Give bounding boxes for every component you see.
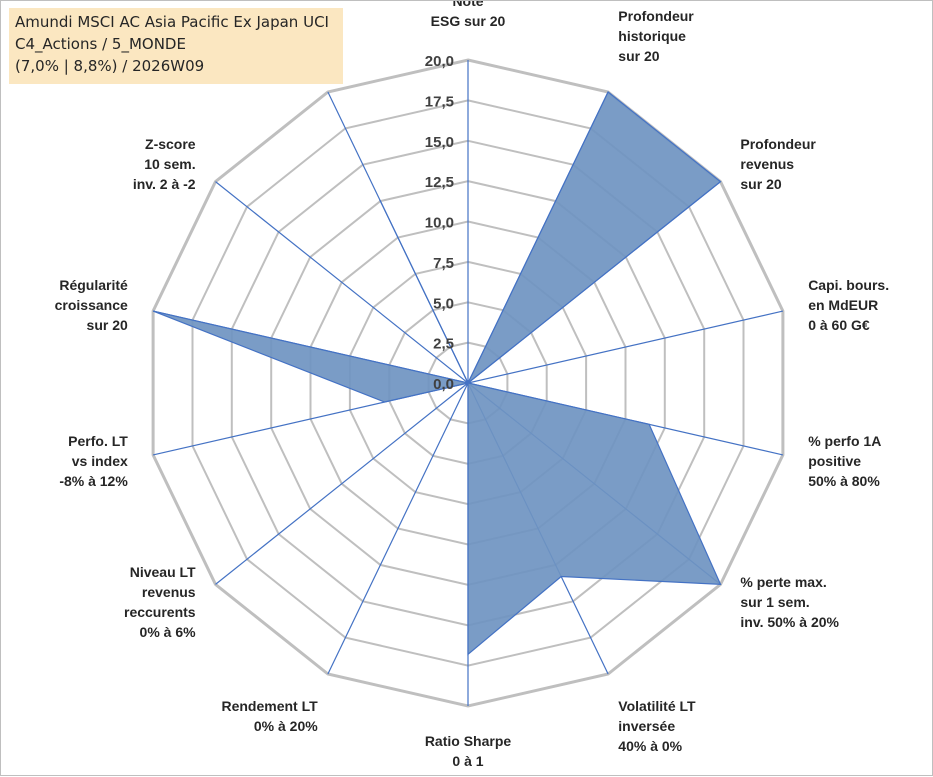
axis-label-3: Capi. bours. en MdEUR 0 à 60 G€ — [808, 277, 889, 333]
axis-label-9-line-0: Niveau LT — [130, 564, 196, 580]
axis-label-7: Ratio Sharpe 0 à 1 — [425, 733, 512, 769]
axis-label-9: Niveau LT revenus reccurents 0% à 6% — [124, 564, 196, 640]
axis-label-12-line-2: inv. 2 à -2 — [133, 176, 196, 192]
tick-label-3: 7,5 — [433, 255, 454, 272]
axis-label-12: Z-score 10 sem. inv. 2 à -2 — [133, 136, 196, 192]
chart-title-box: Amundi MSCI AC Asia Pacific Ex Japan UCI… — [9, 8, 343, 84]
axis-label-12-line-0: Z-score — [145, 136, 196, 152]
axis-label-1-line-0: Profondeur — [618, 8, 694, 24]
tick-label-6: 15,0 — [425, 134, 454, 151]
axis-spoke-8 — [327, 382, 469, 675]
axis-label-10: Perfo. LT vs index -8% à 12% — [59, 433, 128, 489]
tick-label-4: 10,0 — [425, 215, 454, 232]
axis-label-9-line-2: reccurents — [124, 604, 196, 620]
axis-label-6: Volatilité LT inversée 40% à 0% — [618, 698, 696, 754]
axis-label-9-line-1: revenus — [142, 584, 196, 600]
axis-label-4-line-2: 50% à 80% — [808, 473, 880, 489]
axis-label-0: Note ESG sur 20 — [431, 1, 506, 29]
tick-label-8: 20,0 — [425, 53, 454, 70]
axis-label-5: % perte max. sur 1 sem. inv. 50% à 20% — [740, 574, 839, 630]
axis-label-1: Profondeur historique sur 20 — [618, 8, 694, 64]
axis-label-6-line-0: Volatilité LT — [618, 698, 696, 714]
axis-label-3-line-1: en MdEUR — [808, 297, 878, 313]
axis-label-2: Profondeur revenus sur 20 — [740, 136, 816, 192]
axis-label-11-line-1: croissance — [55, 297, 128, 313]
tick-label-2: 5,0 — [433, 295, 454, 312]
axis-label-8: Rendement LT 0% à 20% — [221, 698, 318, 734]
axis-label-10-line-1: vs index — [72, 453, 128, 469]
axis-label-10-line-2: -8% à 12% — [59, 473, 128, 489]
axis-label-9-line-3: 0% à 6% — [140, 624, 197, 640]
axis-spoke-3 — [467, 310, 784, 384]
label-layer: Note ESG sur 20 Profondeur historique sur 20… — [55, 1, 889, 769]
axis-label-2-line-0: Profondeur — [740, 136, 816, 152]
axis-label-12-line-1: 10 sem. — [144, 156, 195, 172]
tick-label-7: 17,5 — [425, 93, 454, 110]
axis-label-10-line-0: Perfo. LT — [68, 433, 128, 449]
axis-spoke-9 — [215, 382, 469, 585]
axis-label-8-line-1: 0% à 20% — [254, 718, 318, 734]
title-line-3: (7,0% | 8,8%) / 2026W09 — [15, 57, 205, 75]
tick-label-5: 12,5 — [425, 174, 454, 191]
axis-label-4: % perfo 1A positive 50% à 80% — [808, 433, 881, 489]
axis-label-8-line-0: Rendement LT — [221, 698, 318, 714]
axis-label-0-line-1: ESG sur 20 — [431, 13, 506, 29]
axis-label-6-line-1: inversée — [618, 718, 675, 734]
axis-label-7-line-0: Ratio Sharpe — [425, 733, 512, 749]
axis-label-11-line-2: sur 20 — [87, 317, 128, 333]
axis-label-4-line-0: % perfo 1A — [808, 433, 881, 449]
axis-label-2-line-1: revenus — [740, 156, 794, 172]
axis-label-3-line-0: Capi. bours. — [808, 277, 889, 293]
axis-label-2-line-2: sur 20 — [740, 176, 781, 192]
axis-label-3-line-2: 0 à 60 G€ — [808, 317, 870, 333]
tick-label-0: 0,0 — [433, 376, 454, 393]
axis-label-0-line-0: Note — [452, 1, 483, 9]
tick-label-1: 2,5 — [433, 336, 454, 353]
axis-label-7-line-1: 0 à 1 — [452, 753, 483, 769]
axis-label-11: Régularité croissance sur 20 — [55, 277, 128, 333]
axis-label-4-line-1: positive — [808, 453, 861, 469]
series-layer — [152, 91, 722, 656]
axis-label-5-line-0: % perte max. — [740, 574, 826, 590]
tick-layer: 0,0 2,5 5,0 7,5 10,0 12,5 15,0 17,5 20,0 — [425, 53, 454, 393]
axis-label-5-line-1: sur 1 sem. — [740, 594, 809, 610]
axis-label-6-line-2: 40% à 0% — [618, 738, 682, 754]
axis-label-1-line-2: sur 20 — [618, 48, 659, 64]
axis-label-1-line-1: historique — [618, 28, 686, 44]
title-line-1: Amundi MSCI AC Asia Pacific Ex Japan UCI — [15, 13, 329, 31]
series-area — [152, 91, 722, 656]
axis-label-11-line-0: Régularité — [59, 277, 128, 293]
axis-label-5-line-2: inv. 50% à 20% — [740, 614, 839, 630]
axis-spoke-12 — [215, 181, 469, 384]
title-line-2: C4_Actions / 5_MONDE — [15, 35, 186, 53]
